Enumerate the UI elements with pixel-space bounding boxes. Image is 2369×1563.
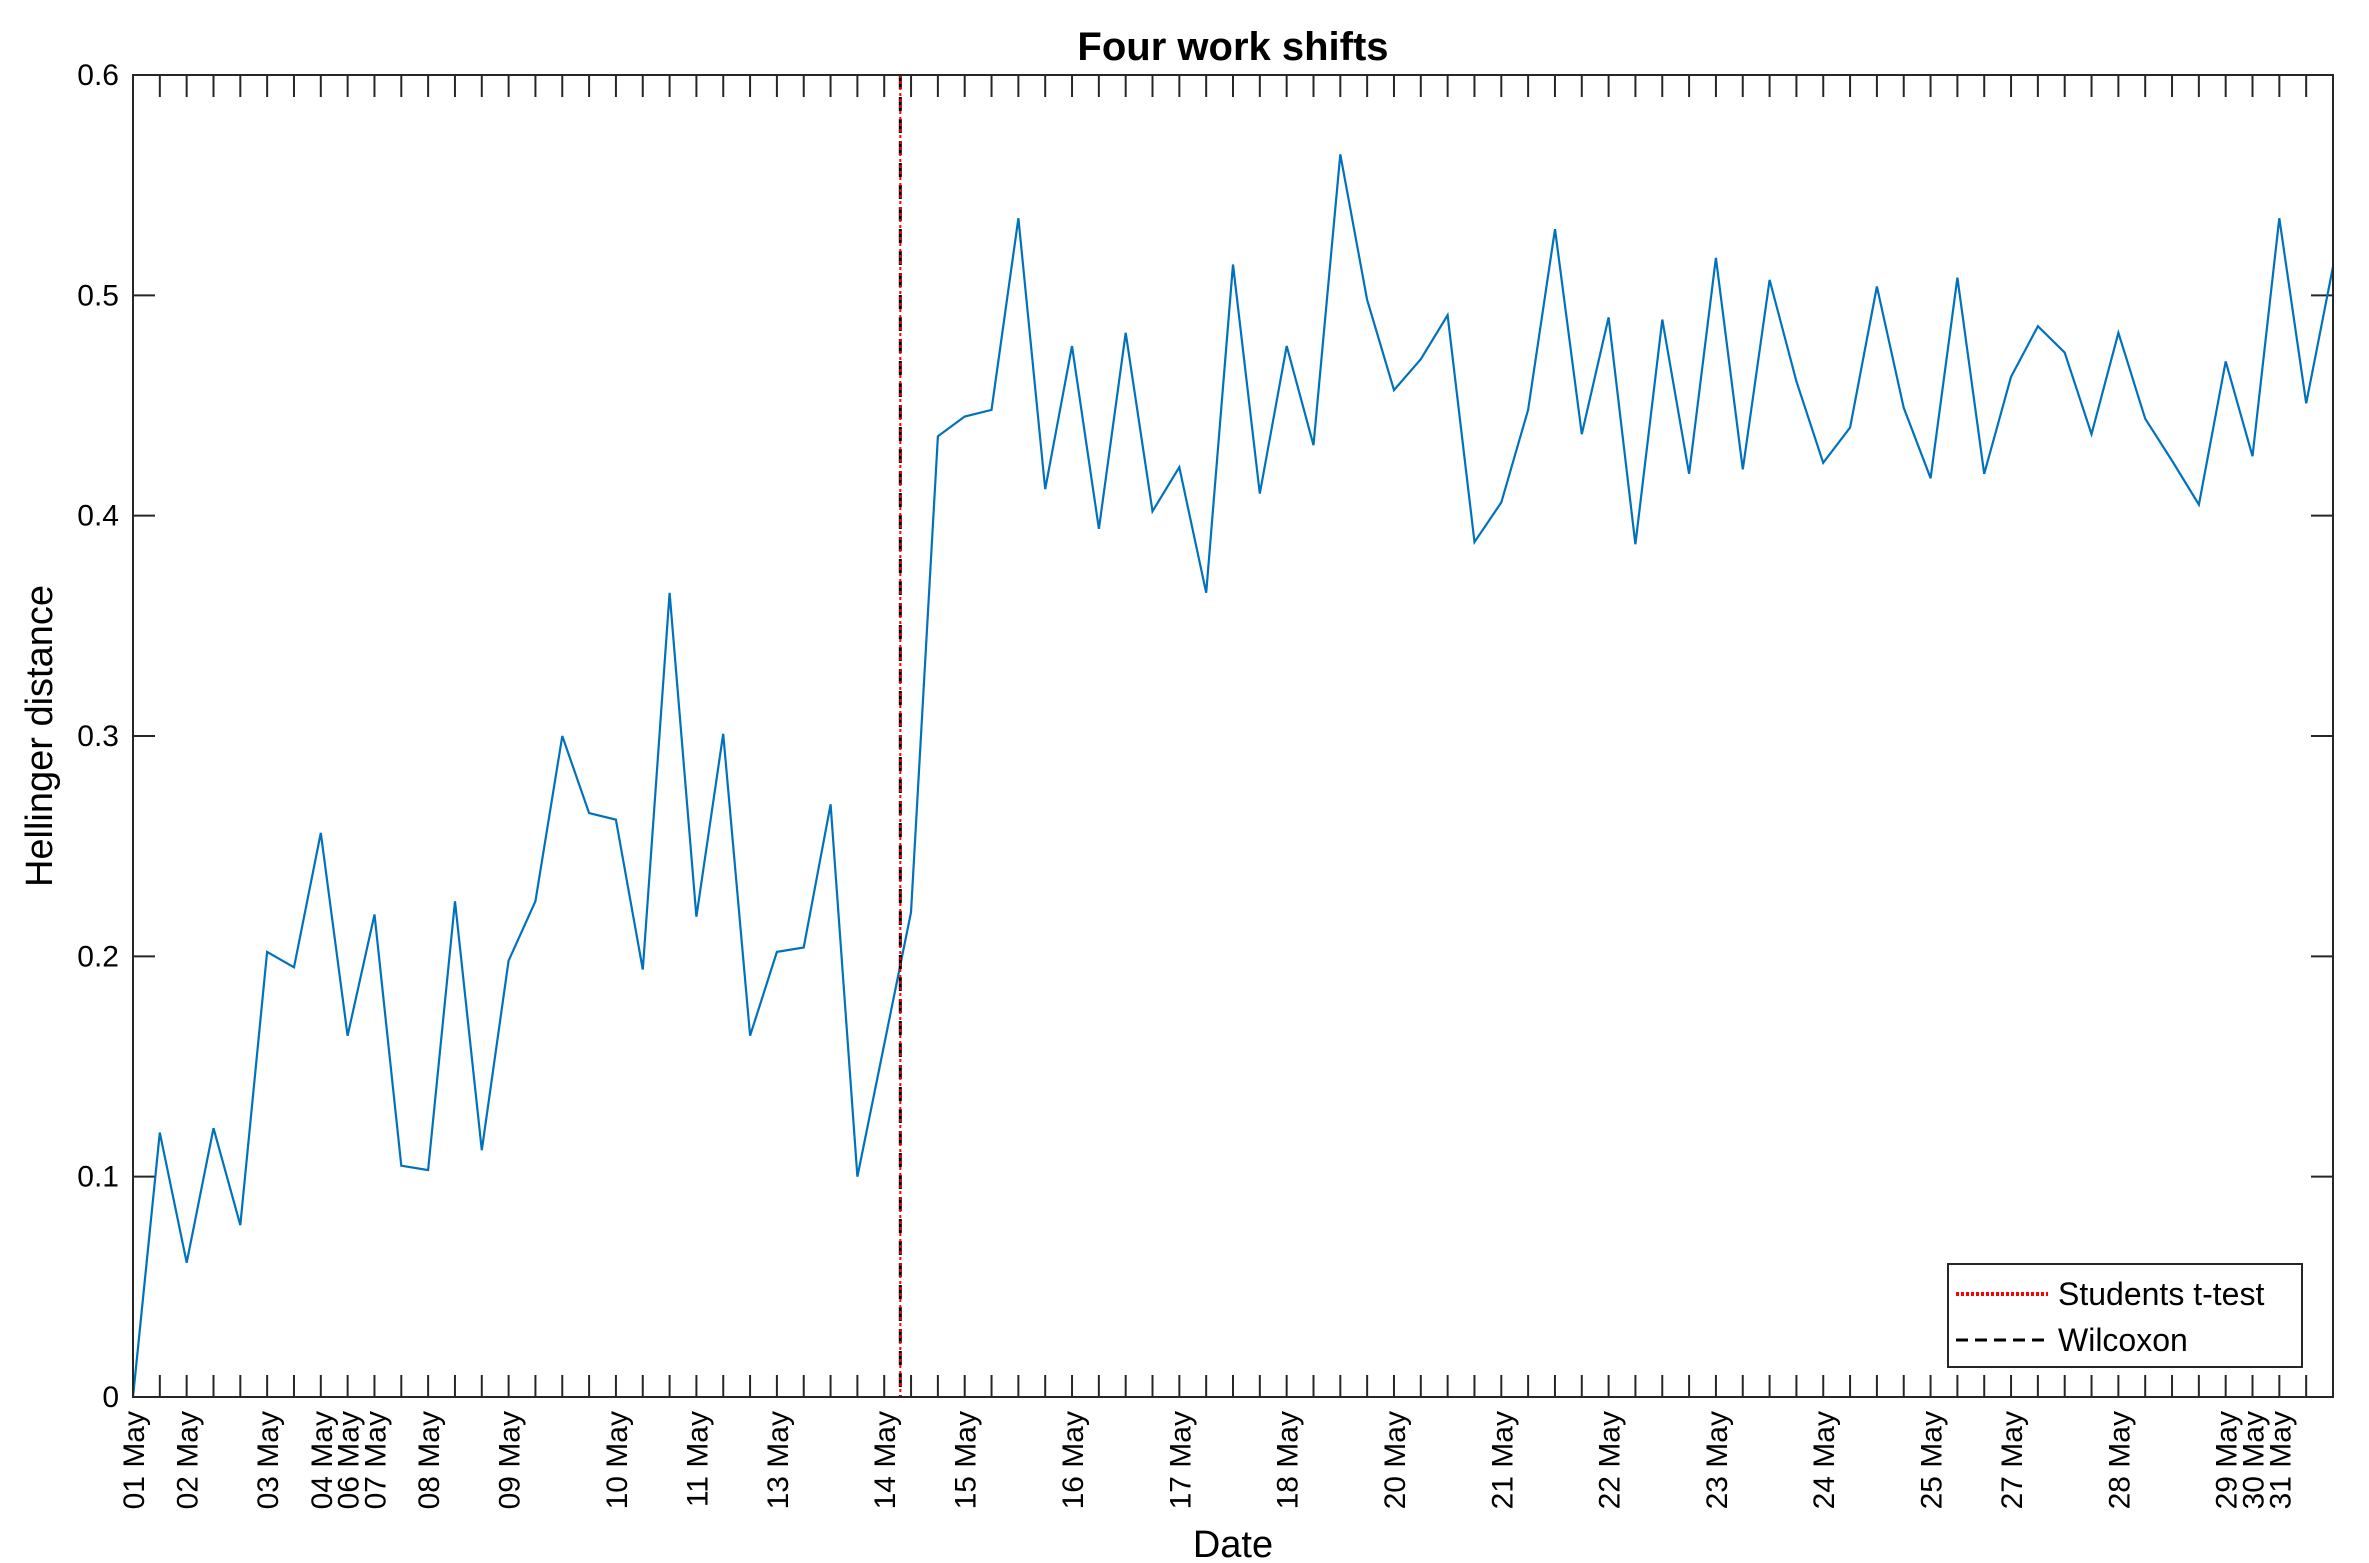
x-tick-label: 21 May (1486, 1411, 1519, 1509)
x-tick-label: 28 May (2103, 1411, 2136, 1509)
x-tick-label: 16 May (1057, 1411, 1090, 1509)
y-tick-label: 0.5 (77, 279, 119, 312)
plot-background (133, 75, 2333, 1397)
x-tick-label: 27 May (1996, 1411, 2029, 1509)
x-tick-label: 08 May (413, 1411, 446, 1509)
x-tick-label: 30 May (2238, 1411, 2271, 1509)
x-tick-label: 14 May (869, 1411, 902, 1509)
x-tick-label: 25 May (1916, 1411, 1949, 1509)
x-tick-label: 23 May (1701, 1411, 1734, 1509)
y-tick-label: 0.6 (77, 59, 119, 92)
legend-label-students-t-test: Students t-test (2058, 1276, 2264, 1312)
y-tick-label: 0.1 (77, 1161, 119, 1194)
y-tick-label: 0 (102, 1381, 119, 1414)
x-tick-label: 15 May (950, 1411, 983, 1509)
x-tick-label: 24 May (1808, 1411, 1841, 1509)
axis-ticks (132, 74, 2334, 1398)
legend-box (1947, 1263, 2303, 1368)
legend-label-wilcoxon: Wilcoxon (2058, 1322, 2188, 1358)
x-tick-label: 17 May (1164, 1411, 1197, 1509)
y-tick-label: 0.3 (77, 720, 119, 753)
x-tick-label: 20 May (1379, 1411, 1412, 1509)
x-tick-label: 22 May (1594, 1411, 1627, 1509)
x-tick-label: 10 May (601, 1411, 634, 1509)
x-tick-label: 01 May (118, 1411, 151, 1509)
x-tick-label: 11 May (681, 1411, 714, 1507)
x-axis-label: Date (1193, 1524, 1273, 1563)
series-line (131, 154, 2335, 1398)
y-tick-labels: 0 0.1 0.2 0.3 0.4 0.5 0.6 (77, 59, 119, 1414)
x-tick-label: 06 May (333, 1411, 366, 1509)
x-tick-label: 07 May (359, 1411, 392, 1509)
x-tick-label: 04 May (306, 1411, 339, 1509)
x-tick-label: 09 May (494, 1411, 527, 1509)
x-tick-label: 03 May (252, 1411, 285, 1509)
chart-title: Four work shifts (1077, 25, 1388, 69)
x-tick-label: 02 May (172, 1411, 205, 1509)
y-axis-label: Hellinger distance (19, 585, 61, 887)
x-tick-label: 13 May (762, 1411, 795, 1509)
x-tick-label: 29 May (2211, 1411, 2244, 1509)
legend: Students t-test Wilcoxon (1947, 1263, 2303, 1368)
x-tick-label: 18 May (1272, 1411, 1305, 1509)
axes-box (132, 74, 2334, 1398)
x-tick-label: 31 May (2264, 1411, 2297, 1509)
y-tick-label: 0.2 (77, 940, 119, 973)
y-tick-label: 0.4 (77, 500, 119, 533)
